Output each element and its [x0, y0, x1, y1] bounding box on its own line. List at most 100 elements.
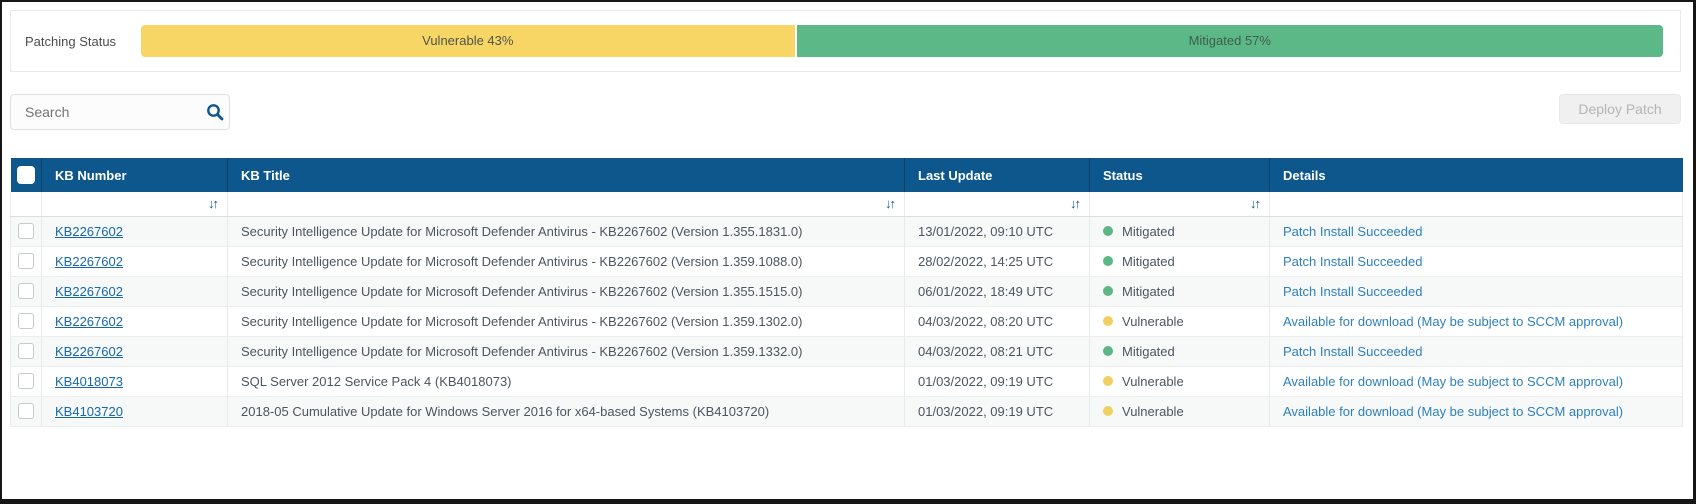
row-checkbox[interactable]	[18, 343, 34, 360]
row-checkbox[interactable]	[18, 223, 34, 240]
kb-number-cell: KB2267602	[41, 246, 228, 277]
sort-icon[interactable]: ↓↑	[208, 196, 219, 212]
kb-link[interactable]: KB2267602	[55, 283, 123, 299]
row-checkbox[interactable]	[18, 253, 34, 270]
kb-number-cell: KB2267602	[41, 216, 228, 247]
status-cell: Mitigated	[1089, 336, 1270, 367]
patching-status-label: Patching Status	[25, 33, 117, 49]
search-icon[interactable]	[206, 103, 224, 121]
row-select-cell	[10, 366, 42, 397]
row-select-cell	[10, 246, 42, 277]
row-select-cell	[10, 216, 42, 247]
patch-table: KB Number KB Title Last Update Status De…	[10, 158, 1683, 427]
last-update-cell: 13/01/2022, 09:10 UTC	[904, 216, 1090, 247]
kb-number-cell: KB2267602	[41, 276, 228, 307]
table-row: KB2267602 Security Intelligence Update f…	[10, 246, 1683, 277]
status-cell: Mitigated	[1089, 276, 1270, 307]
last-update-cell: 28/02/2022, 14:25 UTC	[904, 246, 1090, 277]
status-dot-icon	[1103, 286, 1113, 296]
status-text: Mitigated	[1122, 253, 1175, 269]
kb-title-cell: Security Intelligence Update for Microso…	[227, 246, 905, 277]
patching-status-progress-bar: Vulnerable 43% Mitigated 57%	[141, 25, 1663, 57]
details-cell: Patch Install Succeeded	[1269, 216, 1683, 247]
sort-row: ↓↑ ↓↑ ↓↑ ↓↑	[10, 192, 1683, 217]
sort-icon[interactable]: ↓↑	[1070, 196, 1081, 212]
table-header: KB Number KB Title Last Update Status De…	[10, 158, 1683, 217]
sort-cell-empty	[10, 192, 42, 217]
kb-title-cell: 2018-05 Cumulative Update for Windows Se…	[227, 396, 905, 427]
kb-link[interactable]: KB2267602	[55, 253, 123, 269]
details-text: Patch Install Succeeded	[1283, 253, 1423, 269]
status-text: Mitigated	[1122, 343, 1175, 359]
details-cell: Patch Install Succeeded	[1269, 336, 1683, 367]
row-select-cell	[10, 336, 42, 367]
last-update-cell: 01/03/2022, 09:19 UTC	[904, 366, 1090, 397]
status-text: Mitigated	[1122, 223, 1175, 239]
sort-icon[interactable]: ↓↑	[885, 196, 896, 212]
status-dot-icon	[1103, 376, 1113, 386]
row-checkbox[interactable]	[18, 403, 34, 420]
patch-management-page: Patching Status Vulnerable 43% Mitigated…	[2, 2, 1693, 427]
status-cell: Mitigated	[1089, 246, 1270, 277]
patching-status-panel: Patching Status Vulnerable 43% Mitigated…	[10, 10, 1681, 72]
kb-number-cell: KB2267602	[41, 336, 228, 367]
details-text: Available for download (May be subject t…	[1283, 373, 1624, 389]
search-input[interactable]	[25, 104, 206, 120]
row-checkbox[interactable]	[18, 373, 34, 390]
status-dot-icon	[1103, 316, 1113, 326]
toolbar: Deploy Patch	[10, 94, 1681, 130]
column-header-status: Status	[1089, 158, 1270, 192]
kb-link[interactable]: KB2267602	[55, 313, 123, 329]
kb-number-cell: KB4018073	[41, 366, 228, 397]
status-dot-icon	[1103, 256, 1113, 266]
vulnerable-segment: Vulnerable 43%	[141, 25, 795, 57]
mitigated-segment: Mitigated 57%	[796, 25, 1663, 57]
sort-cell-status: ↓↑	[1089, 192, 1270, 217]
column-header-kb-title: KB Title	[227, 158, 905, 192]
sort-icon[interactable]: ↓↑	[1250, 196, 1261, 212]
table-row: KB2267602 Security Intelligence Update f…	[10, 276, 1683, 307]
kb-link[interactable]: KB2267602	[55, 343, 123, 359]
deploy-patch-button[interactable]: Deploy Patch	[1559, 94, 1681, 124]
column-header-details: Details	[1269, 158, 1683, 192]
status-text: Mitigated	[1122, 283, 1175, 299]
status-dot-icon	[1103, 346, 1113, 356]
details-text: Patch Install Succeeded	[1283, 283, 1423, 299]
details-cell: Available for download (May be subject t…	[1269, 306, 1683, 337]
details-text: Patch Install Succeeded	[1283, 223, 1423, 239]
status-text: Vulnerable	[1122, 373, 1184, 389]
sort-cell-kb-title: ↓↑	[227, 192, 905, 217]
row-select-cell	[10, 306, 42, 337]
select-all-checkbox[interactable]	[16, 166, 35, 184]
details-cell: Available for download (May be subject t…	[1269, 366, 1683, 397]
kb-title-cell: Security Intelligence Update for Microso…	[227, 216, 905, 247]
row-select-cell	[10, 396, 42, 427]
table-row: KB4103720 2018-05 Cumulative Update for …	[10, 396, 1683, 427]
search-box[interactable]	[10, 94, 230, 130]
last-update-cell: 04/03/2022, 08:21 UTC	[904, 336, 1090, 367]
details-text: Available for download (May be subject t…	[1283, 403, 1624, 419]
kb-link[interactable]: KB4103720	[55, 403, 123, 419]
table-row: KB2267602 Security Intelligence Update f…	[10, 216, 1683, 247]
status-dot-icon	[1103, 226, 1113, 236]
kb-link[interactable]: KB2267602	[55, 223, 123, 239]
status-dot-icon	[1103, 406, 1113, 416]
table-row: KB4018073 SQL Server 2012 Service Pack 4…	[10, 366, 1683, 397]
row-select-cell	[10, 276, 42, 307]
kb-title-cell: Security Intelligence Update for Microso…	[227, 276, 905, 307]
status-cell: Mitigated	[1089, 216, 1270, 247]
kb-title-cell: SQL Server 2012 Service Pack 4 (KB401807…	[227, 366, 905, 397]
table-row: KB2267602 Security Intelligence Update f…	[10, 306, 1683, 337]
column-header-last-update: Last Update	[904, 158, 1090, 192]
sort-cell-kb-number: ↓↑	[41, 192, 228, 217]
row-checkbox[interactable]	[18, 313, 34, 330]
row-checkbox[interactable]	[18, 283, 34, 300]
select-all-cell	[10, 158, 42, 192]
kb-link[interactable]: KB4018073	[55, 373, 123, 389]
kb-number-cell: KB2267602	[41, 306, 228, 337]
status-text: Vulnerable	[1122, 313, 1184, 329]
details-cell: Patch Install Succeeded	[1269, 246, 1683, 277]
last-update-cell: 01/03/2022, 09:19 UTC	[904, 396, 1090, 427]
details-cell: Available for download (May be subject t…	[1269, 396, 1683, 427]
sort-cell-details	[1269, 192, 1683, 217]
